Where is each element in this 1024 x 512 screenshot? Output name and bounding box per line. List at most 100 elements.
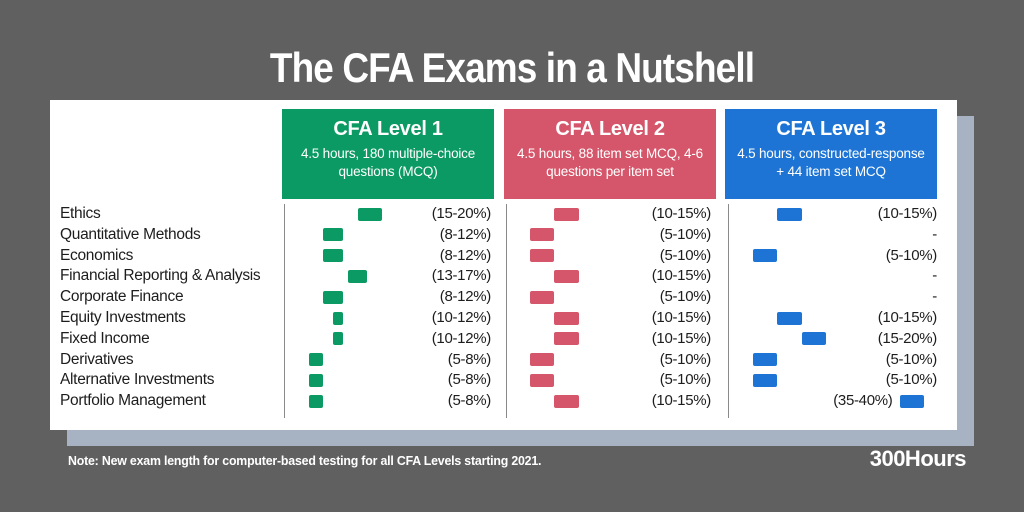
percent-label: (5-10%) <box>659 225 712 243</box>
level1-cell: (8-12%) <box>284 287 505 308</box>
percent-label: (13-17%) <box>431 267 492 285</box>
percent-label: (5-10%) <box>885 371 938 389</box>
range-bar <box>308 373 324 387</box>
percent-label: (10-12%) <box>431 309 492 326</box>
page-title: The CFA Exams in a Nutshell <box>269 44 755 91</box>
topic-label: Derivatives <box>60 350 134 368</box>
range-bar <box>308 353 324 367</box>
footnote: Note: New exam length for computer-based… <box>68 453 542 468</box>
level3-header: CFA Level 3 4.5 hours, constructed-respo… <box>725 109 937 199</box>
level1-cell: (5-8%) <box>284 370 505 391</box>
range-bar <box>529 228 554 242</box>
percent-label: (15-20%) <box>877 329 938 347</box>
range-bar <box>554 207 579 221</box>
level1-cell: (13-17%) <box>284 266 505 287</box>
percent-label: - <box>932 225 937 243</box>
percent-label: (10-15%) <box>651 309 712 326</box>
percent-label: (10-15%) <box>877 309 938 326</box>
level2-cell: (5-10%) <box>505 350 728 371</box>
percent-label: (5-10%) <box>659 246 712 264</box>
level2-cell: (5-10%) <box>505 246 728 267</box>
table-row: Corporate Finance (8-12%) (5-10%) - <box>50 287 957 308</box>
range-bar <box>554 394 579 408</box>
column-divider-1 <box>284 204 285 418</box>
percent-label: (10-15%) <box>651 329 712 347</box>
level1-cell: (15-20%) <box>284 204 505 225</box>
level3-cell: (5-10%) <box>728 350 957 371</box>
topic-label: Fixed Income <box>60 329 150 347</box>
range-bar <box>323 228 343 242</box>
level1-header: CFA Level 1 4.5 hours, 180 multiple-choi… <box>282 109 494 199</box>
level2-cell: (5-10%) <box>505 370 728 391</box>
table-row: Portfolio Management (5-8%) (10-15%) (35-40… <box>50 391 957 412</box>
table-row: Derivatives (5-8%) (5-10%) (5-10%) <box>50 350 957 371</box>
range-bar <box>554 311 579 325</box>
topic-label: Equity Investments <box>60 309 186 326</box>
range-bar <box>333 311 343 325</box>
table-row: Alternative Investments (5-8%) (5-10%) (5-1… <box>50 370 957 391</box>
level3-subtitle: 4.5 hours, constructed-response + 44 ite… <box>737 146 925 179</box>
range-bar <box>529 249 554 263</box>
column-divider-3 <box>728 204 729 418</box>
table-row: Ethics (15-20%) (10-15%) (10-15%) <box>50 204 957 225</box>
percent-label: (5-10%) <box>885 246 938 264</box>
range-bar <box>777 311 802 325</box>
range-bar <box>323 249 343 263</box>
percent-label: (5-8%) <box>447 371 492 389</box>
percent-label: (8-12%) <box>439 288 492 306</box>
level2-cell: (10-15%) <box>505 308 728 329</box>
percent-label: (10-15%) <box>651 205 712 222</box>
table-row: Financial Reporting & Analysis (13-17%) (1… <box>50 266 957 287</box>
level1-cell: (10-12%) <box>284 329 505 350</box>
percent-label: (5-10%) <box>659 288 712 306</box>
percent-label: (10-15%) <box>651 392 712 410</box>
percent-label: - <box>932 288 937 306</box>
level3-cell: (15-20%) <box>728 329 957 350</box>
level1-cell: (10-12%) <box>284 308 505 329</box>
brand-logo: 300Hours <box>869 446 967 471</box>
percent-label: - <box>932 267 937 285</box>
percent-label: (10-15%) <box>651 267 712 285</box>
range-bar <box>752 373 777 387</box>
percent-label: (5-8%) <box>447 350 492 368</box>
level3-title: CFA Level 3 <box>776 118 886 140</box>
level3-cell: (5-10%) <box>728 370 957 391</box>
range-bar <box>554 332 579 346</box>
topic-label: Portfolio Management <box>60 392 206 410</box>
level2-cell: (10-15%) <box>505 204 728 225</box>
level1-cell: (5-8%) <box>284 391 505 412</box>
column-divider-2 <box>506 204 507 418</box>
summary-card: CFA Level 1 4.5 hours, 180 multiple-choi… <box>50 100 957 430</box>
range-bar <box>777 207 802 221</box>
percent-label: (5-10%) <box>885 350 938 368</box>
level2-title: CFA Level 2 <box>555 118 665 140</box>
level2-subtitle: 4.5 hours, 88 item set MCQ, 4-6 question… <box>517 146 703 179</box>
percent-label: (35-40%) <box>833 392 893 410</box>
range-bar <box>529 290 554 304</box>
percent-label: (5-10%) <box>659 371 712 389</box>
level2-cell: (5-10%) <box>505 287 728 308</box>
level2-cell: (10-15%) <box>505 266 728 287</box>
level1-cell: (8-12%) <box>284 225 505 246</box>
table-row: Equity Investments (10-12%) (10-15%) (10-15… <box>50 308 957 329</box>
range-bar <box>323 290 343 304</box>
percent-label: (8-12%) <box>439 246 492 264</box>
topic-label: Corporate Finance <box>60 288 184 306</box>
percent-label: (5-10%) <box>659 350 712 368</box>
level3-cell: (35-40%) <box>728 391 957 412</box>
level2-cell: (10-15%) <box>505 329 728 350</box>
table-row: Quantitative Methods (8-12%) (5-10%) - <box>50 225 957 246</box>
topic-label: Economics <box>60 246 134 264</box>
level1-cell: (5-8%) <box>284 350 505 371</box>
level3-cell: - <box>728 266 957 287</box>
topic-label: Alternative Investments <box>60 371 215 389</box>
topic-label: Quantitative Methods <box>60 225 201 243</box>
percent-label: (15-20%) <box>431 205 492 222</box>
range-bar <box>308 394 324 408</box>
level2-header: CFA Level 2 4.5 hours, 88 item set MCQ, … <box>504 109 716 199</box>
range-bar <box>357 207 382 221</box>
range-bar <box>899 394 924 408</box>
level3-cell: - <box>728 225 957 246</box>
percent-label: (8-12%) <box>439 225 492 243</box>
level2-cell: (10-15%) <box>505 391 728 412</box>
